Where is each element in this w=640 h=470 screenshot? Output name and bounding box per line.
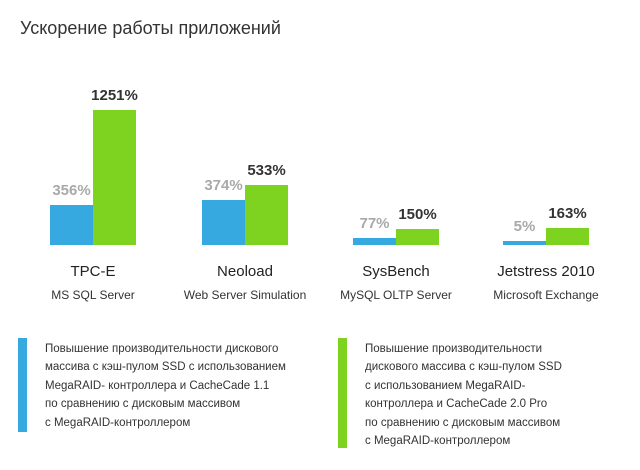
data-label-blue-4: 5% [514,218,536,235]
legend-swatch-green [338,338,347,448]
data-label-green-4: 163% [548,205,586,222]
category-sub-3: MySQL OLTP Server [340,288,452,302]
bar-green-1 [93,110,136,245]
data-label-green-2: 533% [247,162,285,179]
bar-green-4 [546,228,589,245]
bar-green-3 [396,229,439,245]
bar-blue-3 [353,238,396,245]
data-label-blue-2: 374% [204,177,242,194]
legend-text-green: Повышение производительности дискового м… [365,343,562,448]
bar-blue-1 [50,205,93,245]
category-sub-1: MS SQL Server [51,288,135,302]
legend-swatch-blue [18,338,27,432]
category-sub-2: Web Server Simulation [184,288,307,302]
legend-text-blue: Повышение производительности дискового м… [45,343,286,429]
data-label-green-3: 150% [398,206,436,223]
category-name-3: SysBench [362,263,430,280]
data-label-blue-3: 77% [359,215,389,232]
bar-green-2 [245,185,288,245]
category-name-1: TPC-E [71,263,116,280]
data-label-blue-1: 356% [52,182,90,199]
category-sub-4: Microsoft Exchange [493,288,599,302]
category-name-2: Neoload [217,263,273,280]
bar-chart: 356% 1251% TPC-E MS SQL Server 374% 533% Neolo… [50,87,599,302]
chart-title: Ускорение работы приложений [20,18,281,38]
category-name-4: Jetstress 2010 [497,263,595,280]
bar-blue-4 [503,241,546,245]
bar-blue-2 [202,200,245,245]
data-label-green-1: 1251% [91,87,138,104]
